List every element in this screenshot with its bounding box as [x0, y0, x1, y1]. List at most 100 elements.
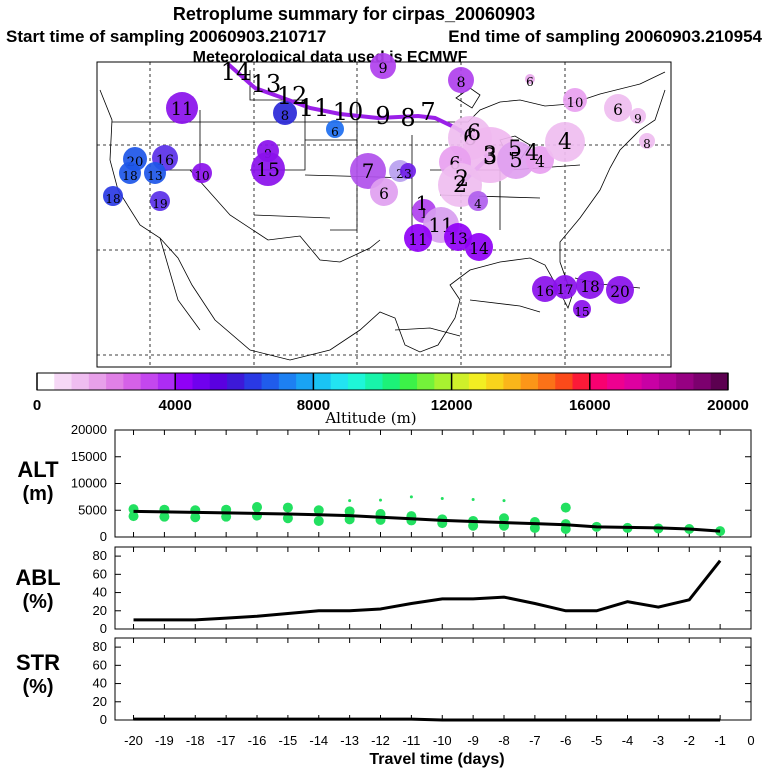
- plume-circle: [576, 271, 604, 299]
- y-tick-label: 40: [93, 676, 107, 691]
- colorbar-tick-label: 8000: [297, 397, 330, 414]
- alt-scatter-point: [313, 515, 324, 526]
- plume-number: 10: [567, 96, 584, 111]
- alt-panel-label-1: ALT: [17, 457, 59, 482]
- colorbar-cell: [399, 373, 418, 390]
- alt-panel: ALT (m) 20000 15000 10000 5000 0: [17, 422, 752, 544]
- plume-circle: [400, 163, 416, 179]
- colorbar-cell: [140, 373, 159, 390]
- plume-circle: [119, 162, 141, 184]
- colorbar-cell: [278, 373, 297, 390]
- x-tick-label: -6: [560, 733, 572, 748]
- y-tick-label: 10000: [71, 476, 107, 491]
- plume-number: 8: [643, 137, 651, 151]
- x-tick-label: -7: [529, 733, 541, 748]
- y-tick-label: 5000: [78, 502, 107, 517]
- colorbar-cell: [537, 373, 556, 390]
- trajectory-day-label: 8: [400, 104, 415, 132]
- colorbar-cell: [468, 373, 487, 390]
- abl-panel-frame: [114, 546, 752, 630]
- alt-scatter-point: [379, 498, 383, 502]
- colorbar-cell: [296, 373, 314, 390]
- plume-number: 10: [194, 169, 209, 183]
- colorbar-cell: [313, 373, 332, 390]
- trajectory-day-label: 1: [416, 191, 429, 215]
- plume-circle: [370, 178, 398, 206]
- plume-number: 2: [396, 167, 404, 181]
- plume-circle: [166, 92, 198, 124]
- colorbar-cell: [503, 373, 522, 390]
- x-tick-label: -20: [124, 733, 143, 748]
- alt-scatter-point: [468, 520, 479, 531]
- alt-scatter-point: [502, 499, 506, 503]
- plume-circle: [448, 67, 474, 93]
- start-time-label: Start time of sampling 20060903.210717: [6, 27, 326, 46]
- x-tick-label: -2: [683, 733, 695, 748]
- plume-circle: [144, 162, 166, 184]
- plume-number: 8: [456, 75, 465, 91]
- abl-panel-label-2: (%): [22, 591, 53, 613]
- plume-number: 2: [453, 173, 467, 198]
- colorbar-cell: [451, 373, 470, 390]
- alt-scatter-point: [348, 499, 352, 503]
- y-tick-label: 60: [93, 566, 107, 581]
- map-panel: 1186915102016181318197236986106986365442…: [96, 53, 672, 368]
- colorbar-cell: [624, 373, 643, 390]
- trajectory-day-label: 2: [455, 167, 469, 192]
- x-tick-label: -13: [340, 733, 359, 748]
- alt-scatter-point: [529, 522, 540, 533]
- alt-scatter-point: [471, 498, 475, 502]
- plume-number: 6: [613, 101, 623, 119]
- alt-scatter-point: [282, 513, 293, 524]
- plume-number: 18: [122, 169, 137, 183]
- plume-circle: [606, 276, 634, 304]
- y-tick-label: 0: [100, 529, 107, 544]
- plume-circle: [526, 146, 554, 174]
- trajectory-day-label: 3: [483, 145, 497, 170]
- trajectory-day-label: 5: [508, 137, 522, 162]
- colorbar-cell: [365, 373, 383, 390]
- trajectory-day-label: 6: [467, 121, 481, 146]
- alt-series-line: [133, 509, 721, 533]
- plume-circle: [553, 275, 577, 299]
- plume-circle: [563, 88, 587, 112]
- x-tick-label: -14: [309, 733, 328, 748]
- y-tick-label: 15000: [71, 449, 107, 464]
- alt-scatter-point: [282, 502, 293, 513]
- plume-number: 17: [557, 283, 574, 298]
- alt-scatter-point: [252, 502, 263, 513]
- colorbar-cell: [555, 373, 574, 390]
- plume-circle: [370, 53, 396, 79]
- plume-circle: [630, 108, 646, 124]
- y-tick-label: 40: [93, 585, 107, 600]
- plume-circle: [545, 122, 585, 162]
- plume-number: 16: [536, 284, 554, 300]
- colorbar-tick-label: 0: [33, 397, 41, 414]
- plume-number: 4: [558, 130, 572, 155]
- colorbar-cell: [227, 373, 245, 390]
- colorbar-cell: [520, 373, 539, 390]
- x-tick-label: -19: [155, 733, 174, 748]
- plume-circle: [468, 191, 488, 211]
- x-tick-label: -16: [248, 733, 267, 748]
- abl-panel-label-1: ABL: [15, 565, 60, 590]
- colorbar-cell: [244, 373, 263, 390]
- abl-series-line: [133, 559, 722, 622]
- colorbar-cell: [607, 373, 625, 390]
- colorbar-cell: [175, 373, 193, 390]
- plume-circle: [573, 300, 591, 318]
- trajectory-day-label: 11: [299, 94, 330, 122]
- colorbar-tick-label: 12000: [431, 397, 473, 414]
- plume-number: 20: [610, 283, 630, 301]
- y-tick-label: 0: [100, 712, 107, 727]
- alt-scatter-point: [344, 506, 355, 517]
- trajectory-day-label: 9: [375, 102, 390, 130]
- plume-circle: [273, 101, 297, 125]
- plume-number: 9: [634, 112, 642, 126]
- plume-circle: [192, 163, 212, 183]
- y-tick-label: 20: [93, 694, 107, 709]
- plume-number: 3: [404, 167, 412, 181]
